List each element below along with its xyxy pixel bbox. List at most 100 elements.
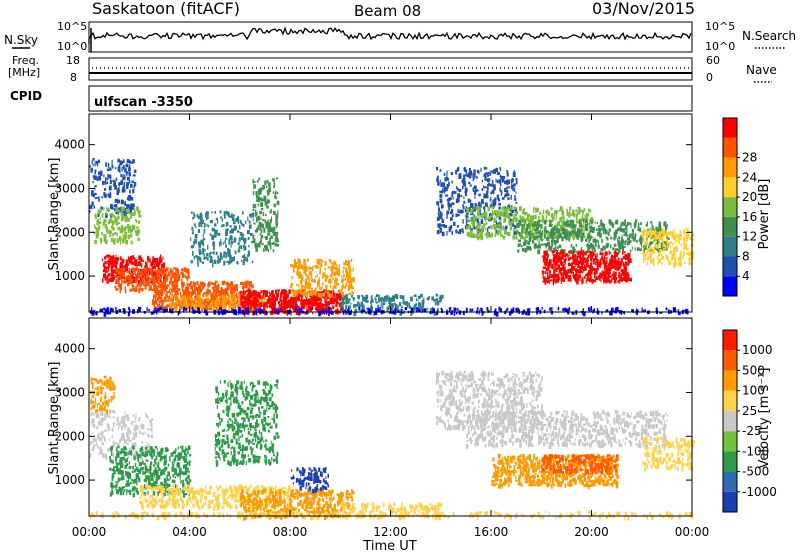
power-echo	[125, 276, 127, 279]
power-echo	[589, 228, 593, 233]
power-echo	[594, 247, 596, 250]
power-echo	[303, 262, 306, 267]
power-echo	[225, 291, 228, 295]
power-echo	[120, 256, 122, 261]
power-echo	[253, 184, 256, 189]
power-echo	[643, 248, 647, 251]
power-echo	[325, 288, 327, 291]
power-echo	[604, 273, 607, 279]
power-echo	[568, 212, 571, 217]
power-echo	[531, 233, 534, 236]
power-echo	[252, 181, 256, 184]
power-echo	[202, 302, 205, 306]
power-echo	[339, 296, 343, 301]
power-echo	[623, 245, 626, 248]
power-echo	[481, 311, 484, 316]
power-echo	[521, 228, 524, 231]
power-echo	[572, 271, 574, 275]
power-echo	[528, 308, 531, 311]
power-echo	[218, 291, 221, 297]
power-echo	[471, 208, 473, 213]
power-echo	[226, 286, 230, 290]
power-echo	[266, 205, 269, 209]
power-echo	[344, 263, 347, 266]
power-echo	[93, 175, 97, 180]
power-echo	[106, 177, 109, 180]
power-echo	[607, 267, 609, 271]
power-echo	[490, 206, 493, 209]
power-echo	[497, 223, 501, 228]
station-title: Saskatoon (fitACF)	[92, 0, 240, 18]
power-echo	[446, 172, 448, 178]
power-echo	[157, 261, 161, 266]
power-echo	[119, 271, 122, 276]
power-echo	[104, 188, 107, 191]
power-echo	[137, 279, 140, 285]
power-echo	[217, 255, 220, 259]
power-echo	[514, 209, 518, 212]
power-echo	[207, 293, 209, 297]
power-echo	[192, 229, 194, 235]
power-echo	[546, 209, 549, 215]
power-echo	[399, 295, 402, 298]
power-echo	[138, 229, 141, 233]
power-echo	[480, 230, 483, 235]
power-echo	[275, 234, 278, 239]
power-echo	[440, 182, 443, 187]
power-echo	[193, 256, 195, 260]
power-echo	[172, 286, 174, 289]
power-echo	[508, 186, 510, 189]
power-echo	[506, 186, 509, 189]
power-echo	[622, 239, 625, 244]
power-echo	[171, 270, 173, 276]
power-echo	[293, 308, 296, 313]
power-echo	[537, 230, 541, 235]
power-echo	[377, 304, 380, 308]
power-echo	[646, 234, 649, 239]
power-echo	[578, 233, 581, 237]
power-echo	[586, 243, 588, 247]
power-echo	[231, 299, 233, 302]
power-echo	[218, 242, 221, 247]
power-echo	[230, 213, 233, 218]
power-echo	[228, 254, 232, 259]
power-echo	[341, 279, 344, 283]
power-echo	[615, 278, 617, 284]
power-echo	[245, 284, 248, 289]
power-echo	[160, 271, 163, 276]
power-echo	[566, 235, 569, 240]
power-echo	[126, 177, 130, 181]
power-echo	[177, 272, 180, 276]
power-echo	[666, 238, 668, 244]
power-echo	[594, 239, 598, 242]
power-echo	[599, 251, 602, 256]
power-echo	[353, 297, 355, 301]
power-echo	[291, 305, 295, 310]
power-echo	[124, 168, 127, 173]
power-echo	[140, 257, 143, 262]
power-echo	[117, 210, 119, 215]
power-echo	[307, 281, 310, 287]
power-echo	[154, 274, 157, 278]
power-echo	[659, 233, 661, 237]
power-echo	[623, 266, 626, 272]
power-echo	[658, 259, 661, 264]
power-echo	[349, 286, 352, 289]
power-echo	[627, 258, 630, 263]
power-echo	[437, 181, 440, 186]
power-echo	[583, 229, 585, 235]
power-echo	[333, 292, 336, 298]
power-echo	[313, 279, 316, 284]
power-echo	[237, 220, 239, 224]
power-echo	[214, 293, 217, 296]
power-echo	[335, 303, 338, 308]
power-echo	[260, 295, 264, 300]
power-echo	[582, 280, 584, 283]
power-echo	[100, 239, 102, 245]
power-echo	[153, 263, 155, 268]
power-echo	[275, 177, 278, 180]
power-echo	[143, 267, 146, 271]
power-echo	[533, 208, 535, 213]
power-echo	[388, 300, 391, 305]
power-echo	[576, 250, 578, 254]
